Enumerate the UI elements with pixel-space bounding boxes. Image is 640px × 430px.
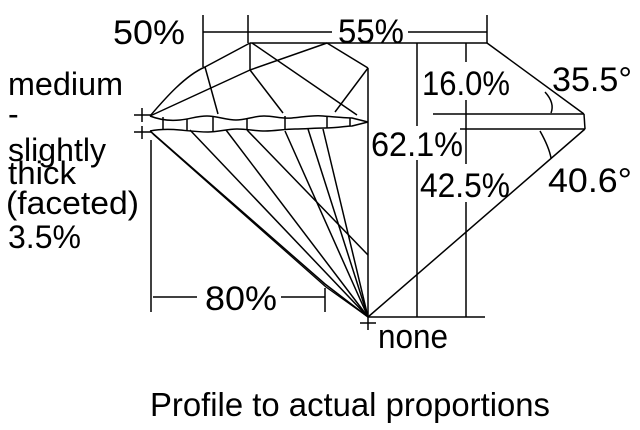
lower-girdle-length-label: 80% [205,280,277,318]
culet-label: none [378,318,448,356]
dimension-lines [150,15,488,317]
schematic-outline [367,42,586,318]
girdle-thickness-value: 3.5% [8,219,81,255]
schematic-crown-slope [486,42,585,115]
bezel-lower-edge [149,69,251,117]
schematic-pavilion-slope [367,128,586,318]
girdle-description-line: - [8,96,19,132]
tick-marks [134,108,376,330]
girdle-description-line: thick [8,155,77,191]
pavilion-facet-lines [149,128,369,318]
girdle-description-label: medium - slightly thick (faceted) 3.5% [6,66,139,255]
figure-caption: Profile to actual proportions [150,386,550,423]
total-depth-label: 62.1% [371,126,463,164]
girdle-description-line: (faceted) [6,185,139,221]
rear-star-edge [326,42,369,69]
girdle-bottom-plus-mark [134,126,151,139]
girdle-description-line: slightly [8,132,106,168]
culet-plus-mark [360,316,376,330]
pavilion-depth-label: 42.5% [420,167,510,205]
girdle-bottom-edge [149,121,369,133]
lower-girdle-double-line [152,133,369,318]
crown-height-label: 16.0% [422,65,510,103]
schematic-girdle-right-edge [583,113,586,130]
pavilion-angle-arc [539,130,552,159]
crown-outline [149,42,251,117]
girdle-top-edge [149,115,369,123]
star-length-label: 50% [113,14,185,52]
upper-girdle-edge [249,69,284,114]
table-size-label: 55% [338,13,404,51]
pavilion-main-edge [284,130,369,318]
rear-upper-girdle-edge [334,67,369,113]
angle-arcs [539,91,553,159]
crown-facet-lines [149,42,487,317]
crown-angle-arc [544,91,553,114]
crown-angle-label: 35.5° [552,61,632,99]
star-upper-edge [249,42,328,71]
girdle-top-plus-mark [134,108,151,122]
girdle-band [149,115,369,133]
pavilion-main-edge [307,128,369,318]
pavilion-main-edge [189,129,369,318]
star-bezel-edge [204,66,219,115]
pavilion-angle-label: 40.6° [548,162,632,200]
pavilion-main-edge [225,129,369,318]
pavilion-main-edge [322,128,369,318]
rear-bezel-edge [251,42,358,116]
girdle-description-line: medium [8,66,123,102]
